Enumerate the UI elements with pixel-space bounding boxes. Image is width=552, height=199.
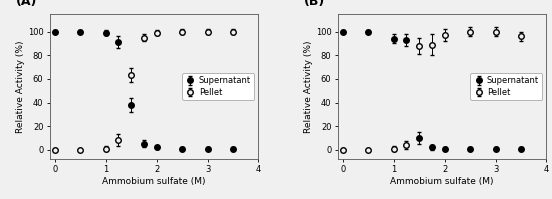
X-axis label: Ammobium sulfate (M): Ammobium sulfate (M) [390,177,494,186]
Legend: Supernatant, Pellet: Supernatant, Pellet [470,73,542,100]
Text: (B): (B) [304,0,326,8]
X-axis label: Ammobium sulfate (M): Ammobium sulfate (M) [102,177,206,186]
Text: (A): (A) [16,0,38,8]
Y-axis label: Relative Activity (%): Relative Activity (%) [304,40,313,133]
Legend: Supernatant, Pellet: Supernatant, Pellet [182,73,254,100]
Y-axis label: Relative Activity (%): Relative Activity (%) [16,40,25,133]
